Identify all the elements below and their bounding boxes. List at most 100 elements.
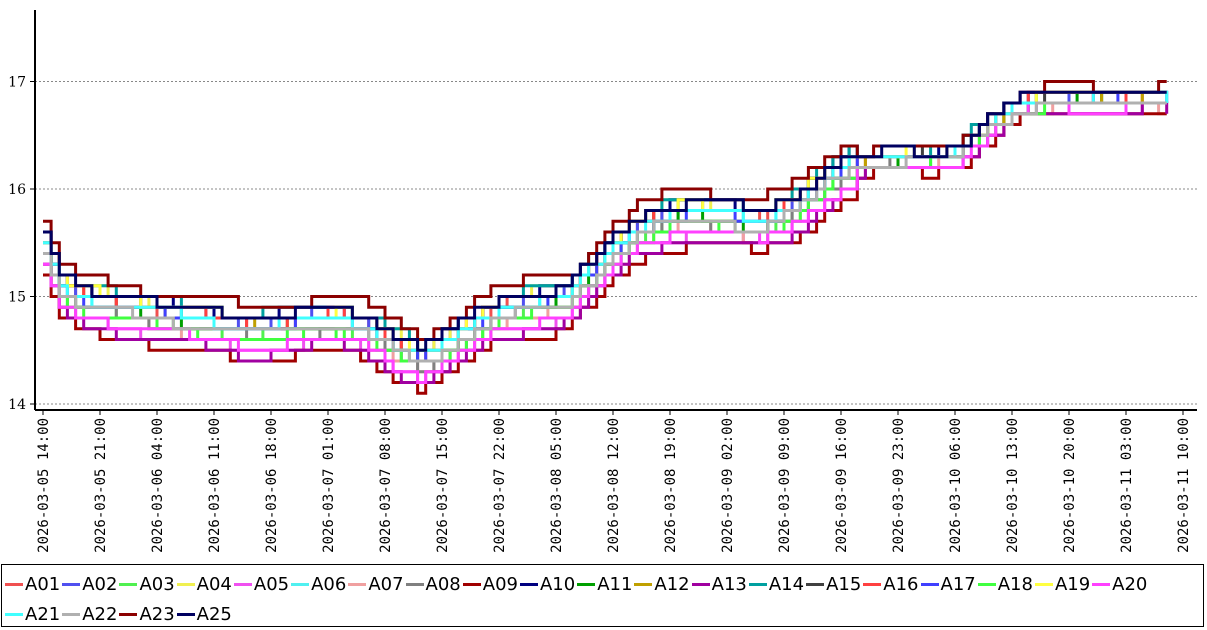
series-line-A09 [43,112,1167,395]
x-tick-label: 2026-03-09 09:00 [777,418,793,553]
x-tick-label: 2026-03-05 21:00 [93,418,109,553]
legend-label: A25 [196,603,232,625]
legend-label: A13 [711,573,747,595]
legend-label: A16 [883,573,919,595]
legend-item-A25: A25 [176,599,232,629]
legend-label: A01 [25,573,61,595]
legend-item-A12: A12 [634,569,690,599]
legend-item-A18: A18 [977,569,1033,599]
legend-swatch [462,582,481,586]
legend-item-A10: A10 [519,569,576,599]
legend-swatch [5,612,23,616]
x-tick-label: 2026-03-10 20:00 [1062,418,1078,553]
legend-swatch [1034,582,1053,586]
x-tick-label: 2026-03-07 08:00 [378,418,394,553]
series-line-A19 [43,90,1167,352]
legend-item-A19: A19 [1034,569,1091,599]
legend-swatch [806,582,825,586]
legend-label: A20 [1112,573,1148,595]
legend-label: A14 [768,573,805,595]
x-tick-label: 2026-03-08 05:00 [549,418,565,553]
legend-label: A10 [539,573,576,595]
legend-item-A06: A06 [291,569,346,599]
legend-label: A23 [139,603,175,625]
y-tick-label: 15 [8,290,26,306]
legend-item-A16: A16 [863,569,919,599]
x-tick-label: 2026-03-09 16:00 [834,418,850,553]
x-tick-label: 2026-03-07 22:00 [492,418,508,553]
x-tick-label: 2026-03-11 10:00 [1176,418,1192,553]
legend-label: A18 [997,573,1033,595]
x-tick-label: 2026-03-09 02:00 [720,418,736,553]
series-line-A06 [43,90,1167,352]
legend-label: A19 [1054,573,1091,595]
legend-item-A09: A09 [462,569,518,599]
series-line-A14 [43,90,1167,341]
series-line-A01 [43,90,1167,363]
legend-swatch [1092,582,1111,586]
legend-swatch [291,582,310,586]
x-tick-label: 2026-03-08 12:00 [606,418,622,553]
legend: A01 A02 A03 A04 A05 A06 A07 A08 A09 A10 A11 A12 A13 A… [1,564,1204,627]
legend-item-A08: A08 [405,569,461,599]
legend-swatch [176,582,195,586]
x-tick-label: 2026-03-06 18:00 [264,418,280,553]
legend-swatch [62,582,81,586]
series-line-A17 [43,90,1169,363]
legend-item-A23: A23 [119,599,175,629]
y-tick-label: 14 [8,397,26,413]
legend-swatch [233,582,252,586]
legend-item-A21: A21 [5,599,60,629]
series-line-A12 [43,90,1167,352]
legend-item-A14: A14 [748,569,805,599]
legend-swatch [405,582,424,586]
legend-swatch [62,612,81,616]
x-tick-label: 2026-03-11 03:00 [1119,418,1135,553]
series-line-A23 [43,80,1167,341]
series-line-A20 [43,101,1167,384]
legend-swatch [348,582,367,586]
legend-item-A22: A22 [62,599,117,629]
y-tick-label: 17 [8,75,26,91]
legend-item-A04: A04 [176,569,232,599]
series-line-A10 [43,90,1167,341]
legend-item-A17: A17 [920,569,976,599]
legend-swatch [119,582,138,586]
x-tick-label: 2026-03-06 04:00 [150,418,166,553]
legend-item-A05: A05 [233,569,289,599]
legend-label: A12 [654,573,690,595]
legend-swatch [5,582,23,586]
legend-label: A02 [82,573,118,595]
legend-item-A03: A03 [119,569,175,599]
x-tick-label: 2026-03-10 06:00 [948,418,964,553]
legend-label: A08 [425,573,461,595]
legend-label: A03 [139,573,175,595]
x-tick-label: 2026-03-08 19:00 [663,418,679,553]
legend-swatch [634,582,653,586]
legend-item-A07: A07 [348,569,404,599]
legend-item-A01: A01 [5,569,60,599]
legend-swatch [577,582,596,586]
series-line-A15 [43,90,1167,352]
series-line-A11 [43,90,1167,363]
series-line-A21 [43,90,1169,352]
legend-item-A15: A15 [806,569,861,599]
legend-label: A09 [482,573,518,595]
legend-label: A22 [82,603,118,625]
legend-swatch [519,582,538,586]
legend-label: A17 [940,573,976,595]
series-line-A25 [43,90,1167,352]
legend-item-A11: A11 [577,569,632,599]
legend-swatch [920,582,939,586]
legend-label: A06 [311,573,347,595]
series-line-A16 [43,90,1167,352]
legend-label: A21 [25,603,61,625]
x-tick-label: 2026-03-07 01:00 [321,418,337,553]
legend-item-A02: A02 [62,569,117,599]
legend-item-A20: A20 [1092,569,1147,599]
x-tick-label: 2026-03-10 13:00 [1005,418,1021,553]
legend-swatch [863,582,882,586]
x-tick-label: 2026-03-09 23:00 [891,418,907,553]
series-line-A02 [43,90,1167,352]
legend-label: A11 [597,573,633,595]
